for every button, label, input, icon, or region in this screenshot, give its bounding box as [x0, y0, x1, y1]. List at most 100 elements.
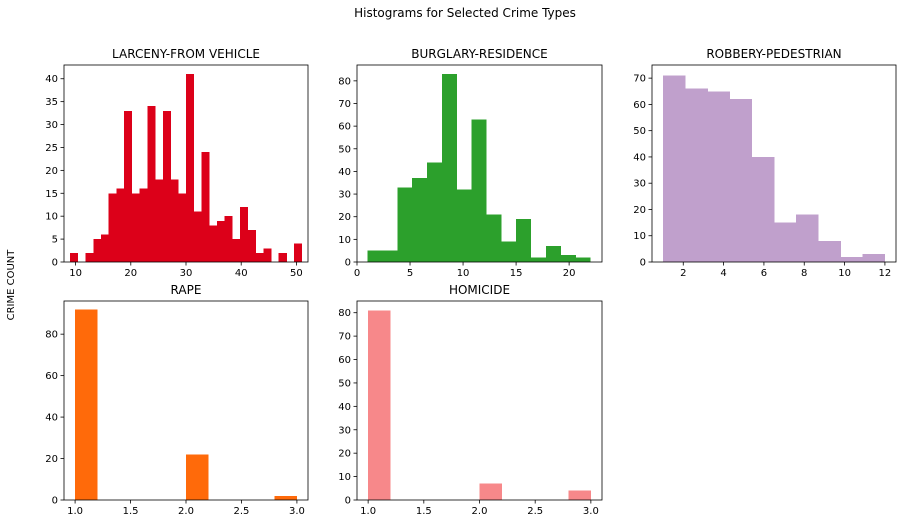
histogram-bar — [131, 193, 140, 262]
panel-title: LARCENY-FROM VEHICLE — [112, 47, 260, 61]
x-tick-label: 15 — [510, 268, 523, 279]
y-tick-label: 30 — [338, 190, 351, 201]
y-tick-label: 30 — [338, 425, 351, 436]
axes-frame — [651, 64, 897, 263]
histogram-bar — [100, 234, 110, 262]
histogram-bar — [568, 490, 592, 500]
histogram-bar — [796, 214, 819, 262]
histogram-bar — [575, 257, 591, 262]
y-tick-label: 40 — [633, 152, 646, 163]
histogram-panel: 2 4 6 8 10 12 0 10 20 30 40 50 60 70 ROBBERY-PEDESTRIA… — [633, 47, 897, 279]
x-tick-label: 5 — [407, 268, 413, 279]
histogram-bar — [368, 310, 391, 500]
histogram-bar — [85, 252, 94, 262]
histogram-bar — [108, 193, 117, 262]
y-tick-label: 50 — [633, 126, 646, 137]
histogram-bar — [124, 110, 133, 262]
histogram-bar — [255, 252, 264, 262]
histogram-bar — [479, 483, 503, 500]
histogram-bar — [707, 91, 730, 263]
histogram-panel: 1.0 1.5 2.0 2.5 3.0 0 10 20 30 40 50 60 70 80 HOMICIDE — [338, 283, 603, 517]
x-tick-label: 12 — [879, 268, 892, 279]
y-tick-label: 20 — [45, 166, 58, 177]
histogram-bar — [471, 119, 487, 262]
y-tick-label: 10 — [45, 212, 58, 223]
histogram-bar — [162, 110, 171, 262]
panel-title: BURGLARY-RESIDENCE — [411, 47, 547, 61]
axes-frame — [356, 64, 603, 263]
histogram-bar — [263, 248, 272, 262]
y-tick-label: 35 — [45, 97, 58, 108]
histogram-bar — [232, 239, 241, 262]
histogram-bar — [224, 216, 233, 262]
histogram-bar — [382, 250, 398, 262]
histogram-bar — [155, 179, 164, 262]
histogram-bar — [774, 222, 797, 262]
histogram-bar — [840, 256, 864, 262]
y-tick-label: 20 — [338, 449, 351, 460]
histogram-bar — [170, 179, 179, 262]
histogram-bar — [862, 254, 886, 262]
x-tick-label: 8 — [801, 268, 807, 279]
histogram-bar — [294, 243, 303, 262]
histogram-bar — [186, 454, 209, 500]
x-tick-label: 2 — [680, 268, 686, 279]
y-tick-label: 40 — [45, 413, 58, 424]
histogram-bar — [412, 178, 428, 262]
figure-suptitle: Histograms for Selected Crime Types — [354, 6, 576, 20]
histogram-bar — [663, 75, 686, 262]
y-tick-label: 15 — [45, 189, 58, 200]
axes-frame — [356, 300, 603, 501]
y-tick-label: 0 — [52, 496, 58, 507]
y-tick-label: 80 — [338, 308, 351, 319]
histogram-bar — [193, 211, 202, 262]
y-tick-label: 70 — [338, 99, 351, 110]
x-tick-label: 2.5 — [527, 506, 543, 517]
y-tick-label: 80 — [45, 330, 58, 341]
x-tick-label: 1.0 — [360, 506, 376, 517]
x-tick-label: 40 — [235, 268, 248, 279]
histogram-bar — [397, 187, 413, 262]
x-tick-label: 6 — [761, 268, 767, 279]
y-tick-label: 30 — [633, 179, 646, 190]
y-tick-label: 5 — [52, 235, 58, 246]
y-tick-label: 0 — [640, 258, 646, 269]
histogram-bar — [427, 162, 443, 262]
histogram-bar — [147, 106, 156, 262]
histogram-bar — [441, 74, 457, 262]
x-tick-label: 1.0 — [67, 506, 83, 517]
x-tick-label: 1.5 — [123, 506, 139, 517]
x-tick-label: 2.0 — [178, 506, 194, 517]
histogram-bar — [209, 225, 218, 262]
y-tick-label: 0 — [345, 258, 351, 269]
histogram-bar — [729, 99, 753, 263]
histogram-panel: 0 5 10 15 20 0 10 20 30 40 50 60 70 80 BURGLARY-RESIDE… — [338, 47, 603, 279]
y-tick-label: 40 — [338, 167, 351, 178]
x-tick-label: 20 — [563, 268, 576, 279]
y-tick-label: 10 — [633, 231, 646, 242]
histogram-bar — [560, 255, 576, 262]
histogram-panel: 1.0 1.5 2.0 2.5 3.0 0 20 40 60 80 RAPE — [45, 283, 309, 517]
histogram-bar — [116, 188, 125, 262]
y-tick-label: 60 — [633, 100, 646, 111]
histogram-bar — [93, 239, 102, 262]
histogram-bar — [516, 218, 532, 262]
y-tick-label: 70 — [633, 74, 646, 85]
x-tick-label: 2.0 — [472, 506, 488, 517]
y-tick-label: 80 — [338, 76, 351, 87]
x-tick-label: 1.5 — [416, 506, 432, 517]
x-tick-label: 4 — [720, 268, 726, 279]
x-tick-label: 10 — [457, 268, 470, 279]
panel-title: ROBBERY-PEDESTRIAN — [706, 47, 841, 61]
x-tick-label: 50 — [290, 268, 303, 279]
histogram-bar — [75, 309, 98, 500]
x-tick-label: 10 — [838, 268, 851, 279]
histogram-bar — [818, 240, 841, 262]
panel-title: HOMICIDE — [449, 283, 510, 297]
y-tick-label: 25 — [45, 143, 58, 154]
histogram-bar — [247, 229, 256, 262]
histogram-bar — [240, 207, 249, 262]
y-tick-label: 20 — [633, 205, 646, 216]
y-tick-label: 0 — [345, 496, 351, 507]
